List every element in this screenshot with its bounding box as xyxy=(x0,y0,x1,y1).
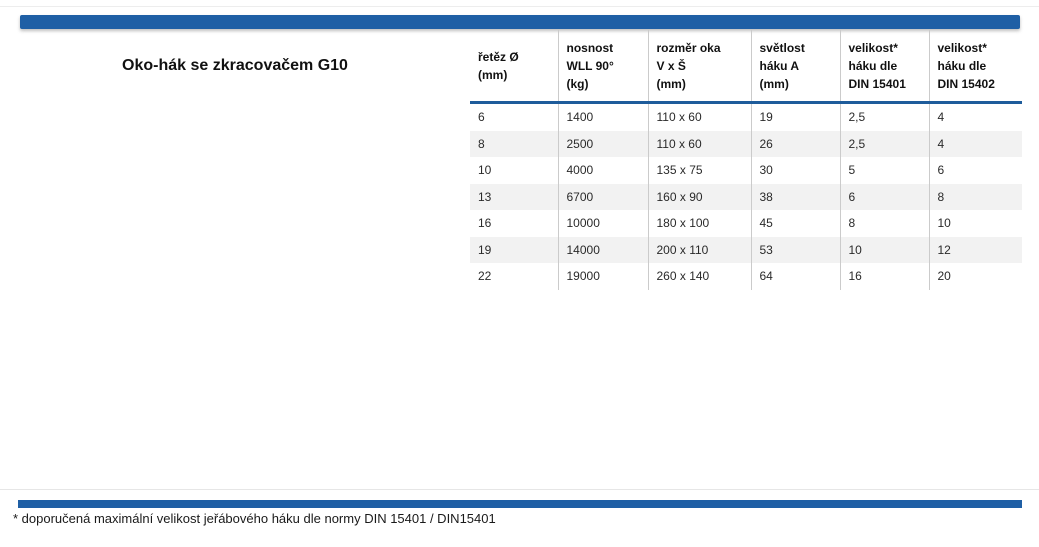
table-cell: 110 x 60 xyxy=(647,130,751,157)
table-cell: 5 xyxy=(839,157,929,184)
table-cell: 8 xyxy=(928,183,1022,210)
table-cell: 38 xyxy=(750,183,840,210)
table-cell: 10 xyxy=(478,163,492,178)
table-cell: 13 xyxy=(478,189,492,204)
table-cell: 14000 xyxy=(557,236,648,263)
table-cell: 20 xyxy=(928,263,1022,290)
table-cell: 160 x 90 xyxy=(647,183,751,210)
table-cell: 2500 xyxy=(557,130,648,157)
table-cell: 180 x 100 xyxy=(647,210,751,237)
top-accent-bar xyxy=(20,15,1020,29)
table-cell: 260 x 140 xyxy=(647,263,751,290)
table-cell: 10000 xyxy=(557,210,648,237)
product-title: Oko-hák se zkracovačem G10 xyxy=(122,57,348,74)
table-cell: 10 xyxy=(928,210,1022,237)
column-header-nosnost-wll: nosnost WLL 90° (kg) xyxy=(557,30,648,104)
table-cell: 12 xyxy=(928,236,1022,263)
table-cell: 16 xyxy=(839,263,929,290)
table-cell: 135 x 75 xyxy=(647,157,751,184)
table-cell: 110 x 60 xyxy=(647,102,751,131)
table-row: 22 19000 260 x 140 64 16 20 xyxy=(470,263,1022,290)
bottom-accent-bar xyxy=(18,500,1022,508)
table-cell: 6700 xyxy=(557,183,648,210)
table-cell: 1400 xyxy=(557,102,648,131)
table-cell: 2,5 xyxy=(839,130,929,157)
table-cell: 6 xyxy=(478,110,485,125)
table-row: 16 10000 180 x 100 45 8 10 xyxy=(470,210,1022,237)
table-row: 10 4000 135 x 75 30 5 6 xyxy=(470,157,1022,184)
table-cell: 2,5 xyxy=(839,102,929,131)
table-cell: 30 xyxy=(750,157,840,184)
table-cell: 6 xyxy=(928,157,1022,184)
table-row: 19 14000 200 x 110 53 10 12 xyxy=(470,236,1022,263)
table-body: 6 1400 110 x 60 19 2,5 4 8 2500 110 x 60 26 2,5 4 10… xyxy=(470,102,1022,290)
table-cell: 16 xyxy=(478,216,492,231)
table-cell: 19000 xyxy=(557,263,648,290)
column-header-velikost-din-15401: velikost* háku dle DIN 15401 xyxy=(839,30,929,104)
panel-top-border xyxy=(0,6,1039,7)
table-cell: 4000 xyxy=(557,157,648,184)
table-cell: 19 xyxy=(750,102,840,131)
table-cell: 8 xyxy=(839,210,929,237)
panel-bottom-border xyxy=(0,489,1039,490)
table-cell: 8 xyxy=(478,136,485,151)
table-cell: 4 xyxy=(928,102,1022,131)
table-cell: 10 xyxy=(839,236,929,263)
column-header-rozmer-oka: rozměr oka V x Š (mm) xyxy=(647,30,751,104)
table-row: 13 6700 160 x 90 38 6 8 xyxy=(470,183,1022,210)
table-row: 8 2500 110 x 60 26 2,5 4 xyxy=(470,130,1022,157)
table-cell: 19 xyxy=(478,242,492,257)
column-header-velikost-din-15402: velikost* háku dle DIN 15402 xyxy=(928,30,1022,104)
table-row: 6 1400 110 x 60 19 2,5 4 xyxy=(470,102,1022,131)
footnote: * doporučená maximální velikost jeřábové… xyxy=(13,511,496,526)
table-cell: 64 xyxy=(750,263,840,290)
column-header-retez-prumer: řetěz Ø (mm) xyxy=(470,30,558,104)
table-cell: 4 xyxy=(928,130,1022,157)
table-cell: 6 xyxy=(839,183,929,210)
table-header-row: řetěz Ø (mm) nosnost WLL 90° (kg) rozměr oka V… xyxy=(470,30,1022,104)
table-cell: 53 xyxy=(750,236,840,263)
table-cell: 26 xyxy=(750,130,840,157)
column-header-svetlost-haku: světlost háku A (mm) xyxy=(750,30,840,104)
table-cell: 45 xyxy=(750,210,840,237)
spec-table: řetěz Ø (mm) nosnost WLL 90° (kg) rozměr oka V… xyxy=(470,30,1022,290)
table-cell: 200 x 110 xyxy=(647,236,751,263)
table-cell: 22 xyxy=(478,269,492,284)
